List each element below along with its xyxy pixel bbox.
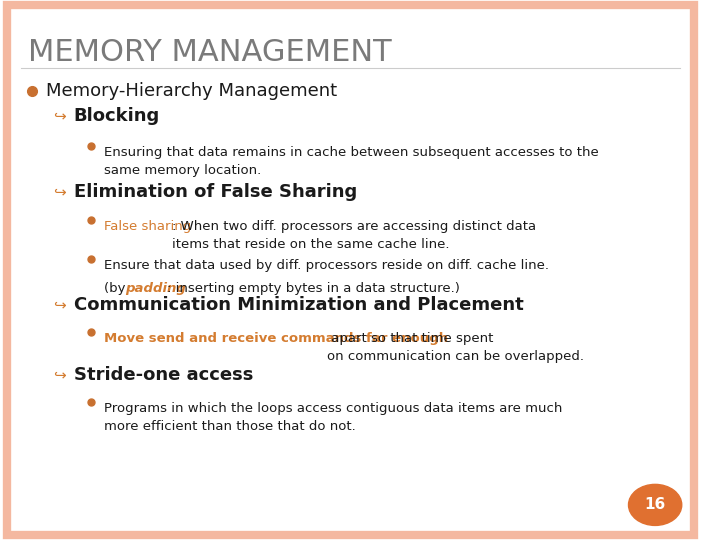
- Circle shape: [629, 484, 682, 525]
- Text: : inserting empty bytes in a data structure.): : inserting empty bytes in a data struct…: [167, 282, 459, 295]
- Text: ↪: ↪: [53, 298, 66, 313]
- Text: ↪: ↪: [53, 109, 66, 124]
- Text: ↪: ↪: [53, 184, 66, 199]
- Text: Stride-one access: Stride-one access: [73, 366, 253, 384]
- Text: : When two diff. processors are accessing distinct data
items that reside on the: : When two diff. processors are accessin…: [172, 220, 536, 251]
- Text: apart so that time spent
on communication can be overlapped.: apart so that time spent on communicatio…: [326, 332, 583, 363]
- Text: Communication Minimization and Placement: Communication Minimization and Placement: [73, 296, 523, 314]
- Text: False sharing: False sharing: [104, 220, 191, 233]
- Text: Programs in which the loops access contiguous data items are much
more efficient: Programs in which the loops access conti…: [104, 402, 562, 433]
- Text: Blocking: Blocking: [73, 107, 160, 125]
- Text: Move send and receive commands far enough: Move send and receive commands far enoug…: [104, 332, 448, 345]
- FancyBboxPatch shape: [7, 5, 693, 535]
- Text: padding: padding: [125, 282, 186, 295]
- Text: Elimination of False Sharing: Elimination of False Sharing: [73, 183, 357, 201]
- Text: Ensuring that data remains in cache between subsequent accesses to the
same memo: Ensuring that data remains in cache betw…: [104, 146, 598, 177]
- Text: Memory-Hierarchy Management: Memory-Hierarchy Management: [45, 82, 337, 100]
- Text: MEMORY MANAGEMENT: MEMORY MANAGEMENT: [28, 38, 392, 67]
- Text: ↪: ↪: [53, 368, 66, 383]
- Text: Ensure that data used by diff. processors reside on diff. cache line.: Ensure that data used by diff. processor…: [104, 259, 549, 272]
- Text: (by: (by: [104, 282, 130, 295]
- Text: 16: 16: [644, 497, 666, 512]
